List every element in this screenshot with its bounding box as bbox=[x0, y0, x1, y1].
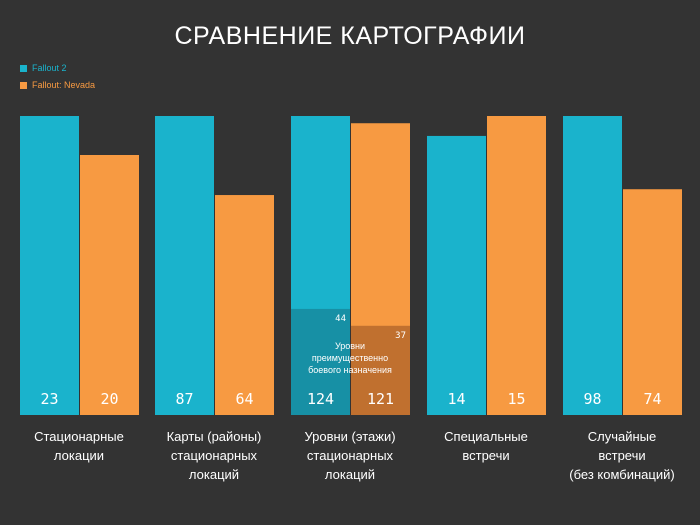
bar-value-label: 74 bbox=[643, 390, 661, 408]
subset-annotation: преимущественно bbox=[312, 353, 388, 363]
subset-annotation: боевого назначения bbox=[308, 365, 392, 375]
bar bbox=[563, 116, 622, 415]
subset-value-label: 37 bbox=[395, 331, 406, 341]
legend-label: Fallout: Nevada bbox=[32, 80, 96, 90]
bar-value-label: 98 bbox=[583, 390, 601, 408]
category-label: Стационарные локации bbox=[34, 429, 124, 463]
bar bbox=[20, 116, 79, 415]
legend-label: Fallout 2 bbox=[32, 63, 67, 73]
legend-swatch bbox=[20, 81, 27, 89]
bar bbox=[80, 155, 139, 415]
bar-value-label: 23 bbox=[40, 390, 58, 408]
category-label: Специальные встречи bbox=[444, 429, 528, 463]
bar-value-label: 20 bbox=[100, 390, 118, 408]
category-label: Карты (районы) стационарных локаций bbox=[166, 429, 262, 482]
chart-title: СРАВНЕНИЕ КАРТОГРАФИИ bbox=[174, 22, 526, 50]
bar bbox=[215, 195, 274, 415]
bar bbox=[487, 116, 546, 415]
bar-value-label: 15 bbox=[507, 390, 525, 408]
subset-value-label: 44 bbox=[335, 314, 346, 324]
category-label: Случайные встречи (без комбинаций) bbox=[569, 429, 675, 482]
category-label: Уровни (этажи) стационарных локаций bbox=[304, 429, 396, 482]
bar bbox=[623, 189, 682, 415]
bar bbox=[427, 135, 486, 415]
subset-annotation: Уровни bbox=[335, 341, 365, 351]
bar-value-label: 64 bbox=[235, 390, 253, 408]
bar-value-label: 87 bbox=[175, 390, 193, 408]
bar-value-label: 14 bbox=[447, 390, 465, 408]
legend-swatch bbox=[20, 64, 27, 72]
legend-item-nevada: Fallout: Nevada bbox=[20, 80, 95, 90]
subset-bar bbox=[351, 325, 410, 415]
subset-bar bbox=[291, 308, 350, 415]
bar-value-label: 124 bbox=[307, 390, 334, 408]
bar-value-label: 121 bbox=[367, 390, 394, 408]
bar bbox=[155, 116, 214, 415]
legend-item-fallout2: Fallout 2 bbox=[20, 63, 67, 73]
